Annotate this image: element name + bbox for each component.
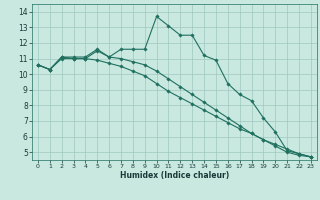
X-axis label: Humidex (Indice chaleur): Humidex (Indice chaleur) [120,171,229,180]
